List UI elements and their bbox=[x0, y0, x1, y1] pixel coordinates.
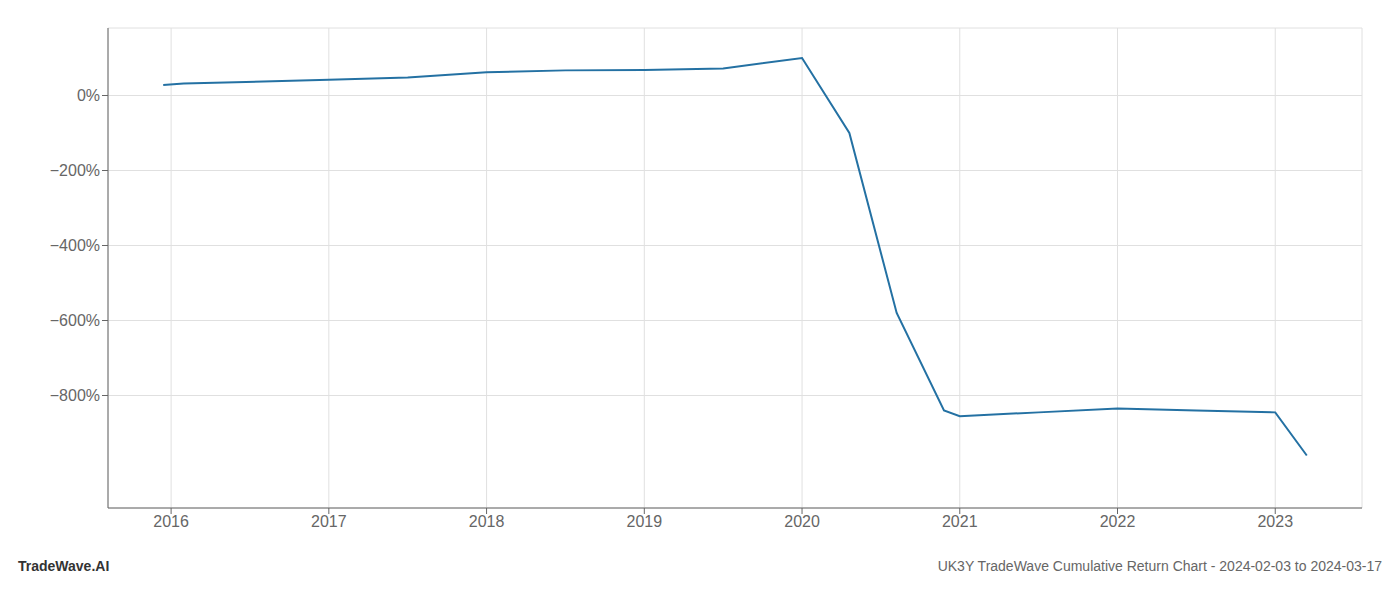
svg-text:2019: 2019 bbox=[627, 513, 663, 530]
html-text:UK3Y TradeWave Cumulative Retu: UK3Y TradeWave Cumulative Return Chart -… bbox=[937, 558, 1382, 574]
svg-text:−600%: −600% bbox=[50, 312, 100, 329]
svg-text:2023: 2023 bbox=[1257, 513, 1293, 530]
svg-text:2021: 2021 bbox=[942, 513, 978, 530]
svg-text:2016: 2016 bbox=[153, 513, 189, 530]
svg-text:−400%: −400% bbox=[50, 237, 100, 254]
svg-text:2020: 2020 bbox=[784, 513, 820, 530]
svg-text:2022: 2022 bbox=[1100, 513, 1136, 530]
svg-text:0%: 0% bbox=[77, 87, 100, 104]
html-text:TradeWave.AI: TradeWave.AI bbox=[18, 558, 110, 574]
svg-text:−200%: −200% bbox=[50, 162, 100, 179]
svg-text:2017: 2017 bbox=[311, 513, 347, 530]
svg-text:2018: 2018 bbox=[469, 513, 505, 530]
svg-text:−800%: −800% bbox=[50, 387, 100, 404]
